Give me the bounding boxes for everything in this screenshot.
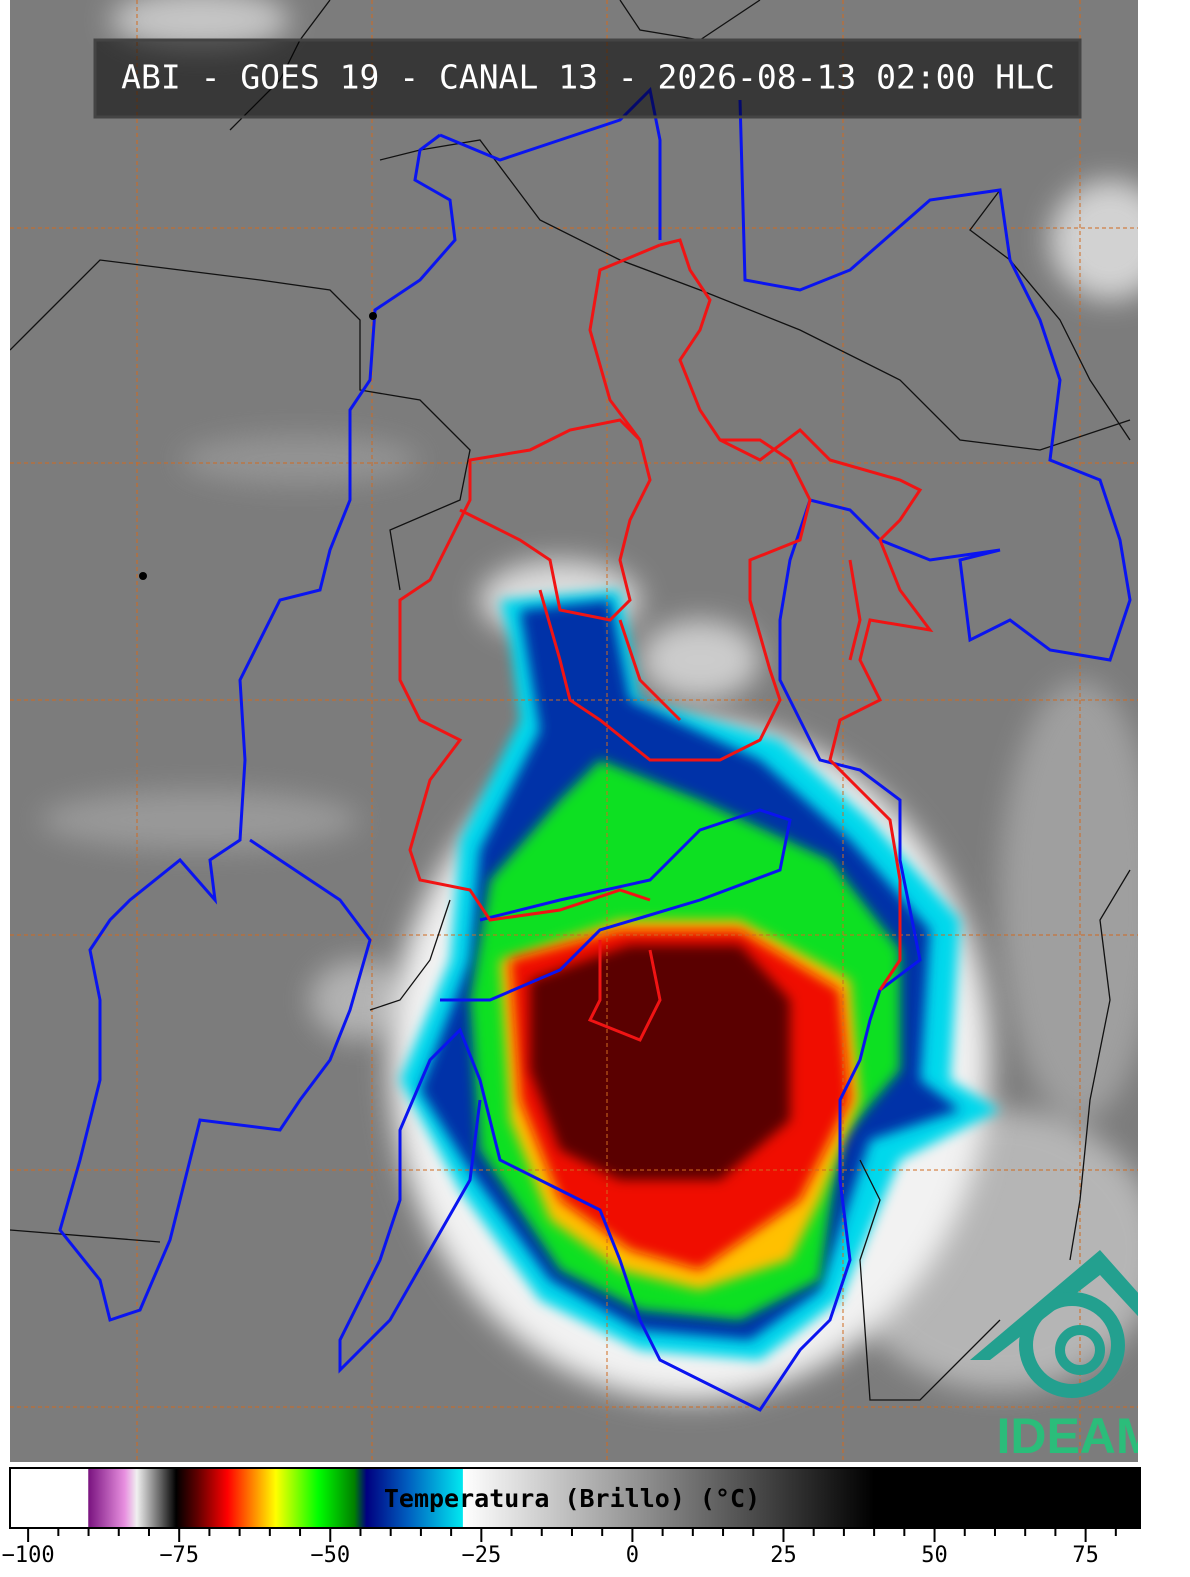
satellite-map: ABI - GOES 19 - CANAL 13 - 2026-08-13 02… (10, 0, 1157, 1464)
tick-label: −100 (2, 1543, 55, 1568)
tick-label: 75 (1072, 1543, 1099, 1568)
city-marker (139, 572, 147, 580)
logo: IDEAM (970, 1250, 1157, 1464)
colorbar (9, 1467, 1141, 1529)
tick-label: −75 (159, 1543, 199, 1568)
tick-label: −50 (310, 1543, 350, 1568)
city-marker (369, 312, 377, 320)
graticule (10, 0, 1138, 1462)
title: ABI - GOES 19 - CANAL 13 - 2026-08-13 02… (121, 58, 1055, 97)
colorbar-label: Temperatura (Brillo) (°C) (384, 1484, 760, 1513)
storm (390, 590, 1000, 1400)
tick-label: 50 (921, 1543, 948, 1568)
tick-label: 0 (626, 1543, 639, 1568)
tick-label: 25 (770, 1543, 797, 1568)
department-borders-red (398, 238, 934, 1042)
tick-label: −25 (461, 1543, 501, 1568)
title-box (93, 38, 1082, 119)
department-borders-blue (58, 86, 1132, 1412)
logo-text: IDEAM (996, 1408, 1157, 1464)
